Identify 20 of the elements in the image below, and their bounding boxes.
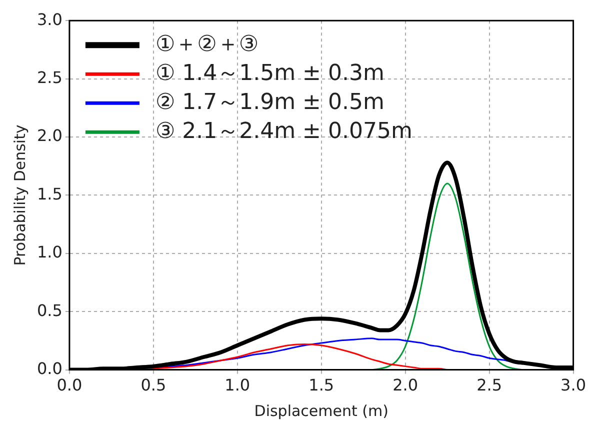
y-tick-label: 3.0 [36, 10, 62, 29]
y-axis-title: Probability Density [10, 124, 29, 266]
x-tick-label: 3.0 [560, 376, 586, 395]
x-tick-label: 0.5 [140, 376, 166, 395]
y-tick-label: 0.5 [36, 300, 62, 320]
y-tick-label: 2.5 [36, 68, 62, 87]
x-tick-label: 2.5 [476, 376, 502, 395]
y-tick-label: 2.0 [36, 126, 62, 146]
x-tick-label: 1.0 [224, 376, 250, 395]
x-tick-label: 1.5 [308, 376, 334, 395]
legend-label: ② 1.7～1.9m ± 0.5m [155, 90, 384, 115]
x-axis-title: Displacement (m) [254, 402, 388, 420]
y-tick-label: 1.5 [36, 184, 62, 204]
legend-label: ① 1.4～1.5m ± 0.3m [155, 60, 384, 86]
legend-label: ①＋②＋③ [155, 32, 259, 57]
legend-label: ③ 2.1～2.4m ± 0.075m [155, 118, 412, 144]
y-tick-label: 0.0 [36, 358, 62, 378]
x-tick-label: 0.0 [56, 376, 82, 395]
x-tick-label: 2.0 [392, 376, 418, 395]
y-tick-label: 1.0 [36, 242, 62, 262]
